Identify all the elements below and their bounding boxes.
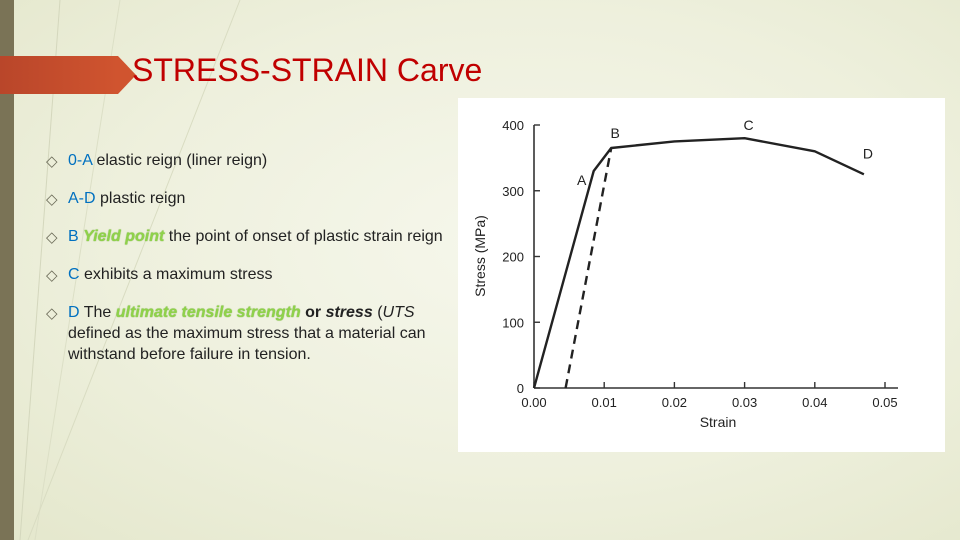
bullet-elastic: ◇ 0-A elastic reign (liner reign): [46, 150, 466, 171]
x-tick-label: 0.03: [732, 395, 757, 410]
y-tick-label: 400: [502, 118, 524, 133]
bullet-key: A-D: [68, 190, 96, 207]
bullet-abbr: UTS: [382, 304, 415, 321]
point-label-a: A: [577, 172, 587, 188]
y-tick-label: 100: [502, 315, 524, 330]
diamond-bullet-icon: ◇: [46, 305, 58, 322]
diamond-bullet-icon: ◇: [46, 191, 58, 208]
y-tick-label: 300: [502, 184, 524, 199]
bullet-text: the point of onset of plastic strain rei…: [168, 228, 443, 245]
point-label-c: C: [744, 117, 754, 133]
y-tick-label: 200: [502, 250, 524, 265]
annotation-group: A B C D: [577, 117, 873, 188]
stress-strain-curve: [532, 137, 865, 389]
dashed-offset-line: [564, 147, 613, 389]
bullet-plastic: ◇ A-D plastic reign: [46, 188, 466, 209]
diamond-bullet-icon: ◇: [46, 229, 58, 246]
x-axis-label: Strain: [700, 414, 737, 430]
stress-strain-figure: 0 100 200 300 400 0.00 0.01 0.02 0.03 0.04 0.05 A…: [458, 98, 945, 452]
bullet-uts: ◇ D The ultimate tensile strength or str…: [46, 302, 466, 365]
slide-title: STRESS-STRAIN Carve: [132, 52, 483, 88]
bullet-text: elastic reign (liner reign): [96, 152, 268, 169]
bullet-key: C: [68, 266, 80, 283]
x-tick-label: 0.00: [521, 395, 546, 410]
bullet-term: ultimate tensile strength: [115, 304, 301, 321]
bullet-yield: ◇ B Yield point the point of onset of pl…: [46, 226, 466, 247]
bullet-key: D: [68, 304, 80, 321]
x-tick-label: 0.01: [592, 395, 617, 410]
point-label-d: D: [863, 145, 873, 161]
bullet-text: exhibits a maximum stress: [84, 266, 273, 283]
bullet-text: defined as the maximum stress that a mat…: [68, 325, 426, 363]
diamond-bullet-icon: ◇: [46, 267, 58, 284]
bullet-term2: stress: [325, 304, 373, 321]
bullet-key: 0-A: [68, 152, 93, 169]
bullet-text: plastic reign: [100, 190, 186, 207]
series-group: [532, 137, 865, 389]
point-label-b: B: [611, 125, 620, 141]
y-tick-label: 0: [517, 381, 524, 396]
bullet-key: B: [68, 228, 79, 245]
x-tick-label: 0.05: [872, 395, 897, 410]
bullet-max-stress: ◇ C exhibits a maximum stress: [46, 264, 466, 285]
y-axis-label: Stress (MPa): [472, 215, 488, 297]
x-tick-group: 0.00 0.01 0.02 0.03 0.04 0.05: [521, 382, 898, 410]
bullet-or: or: [305, 304, 322, 321]
stress-strain-chart: 0 100 200 300 400 0.00 0.01 0.02 0.03 0.04 0.05 A…: [472, 117, 898, 430]
y-tick-group: 0 100 200 300 400: [502, 118, 540, 396]
x-tick-label: 0.04: [802, 395, 827, 410]
diamond-bullet-icon: ◇: [46, 153, 58, 170]
bullet-term: Yield point: [83, 228, 165, 245]
bullet-prefix: The: [83, 304, 112, 321]
left-accent-bar: [0, 0, 14, 540]
bullet-list: ◇ 0-A elastic reign (liner reign) ◇ A-D …: [46, 150, 466, 382]
title-accent-bar: [0, 56, 136, 94]
x-tick-label: 0.02: [662, 395, 687, 410]
bullet-abbr-open: (: [377, 304, 383, 321]
